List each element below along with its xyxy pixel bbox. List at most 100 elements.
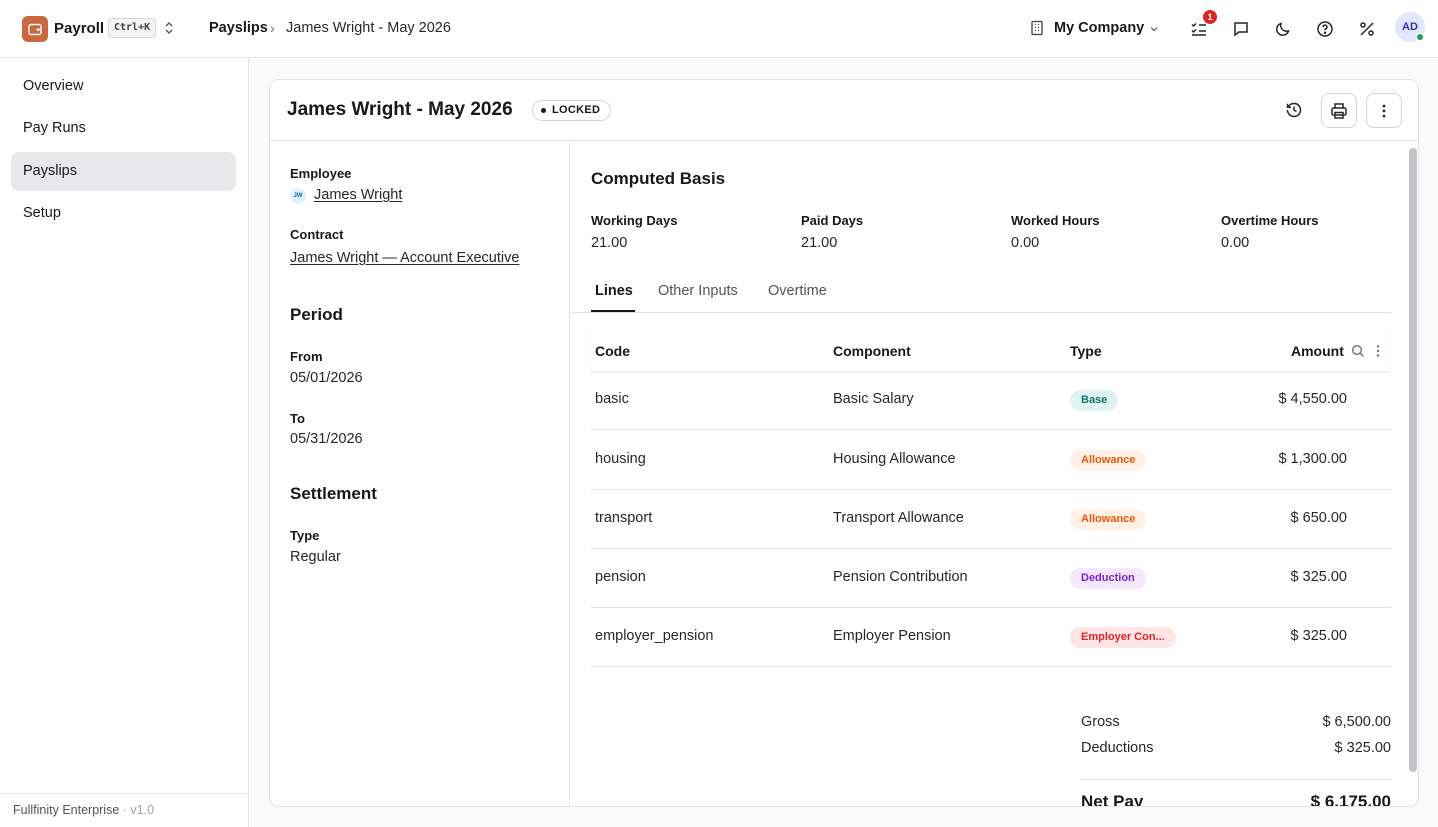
payslip-header: James Wright - May 2026 LOCKED	[270, 80, 1418, 141]
lines-table-header: Code Component Type Amount	[591, 331, 1391, 371]
worked-hours-label: Worked Hours	[1011, 213, 1100, 228]
more-actions-button[interactable]	[1366, 93, 1402, 128]
tab-lines[interactable]: Lines	[595, 283, 633, 299]
contract-link[interactable]: James Wright — Account Executive	[290, 250, 520, 266]
tab-overtime[interactable]: Overtime	[768, 283, 827, 299]
table-row[interactable]: basic Basic Salary Base $ 4,550.00	[591, 371, 1391, 430]
line-component: Pension Contribution	[833, 569, 968, 585]
line-component: Transport Allowance	[833, 510, 964, 526]
payslip-tabs: Lines Other Inputs Overtime	[571, 271, 1391, 313]
employee-link[interactable]: James Wright	[314, 187, 403, 203]
table-row[interactable]: pension Pension Contribution Deduction $…	[591, 549, 1391, 608]
working-days-label: Working Days	[591, 213, 678, 228]
working-days-value: 21.00	[591, 235, 628, 251]
print-button[interactable]	[1321, 93, 1357, 128]
product-name: Fullfinity Enterprise	[13, 803, 120, 817]
overtime-hours-value: 0.00	[1221, 235, 1250, 251]
sidebar-item-pay-runs[interactable]: Pay Runs	[23, 120, 86, 136]
column-component[interactable]: Component	[833, 343, 911, 359]
line-component: Employer Pension	[833, 628, 951, 644]
line-amount: $ 1,300.00	[1278, 451, 1347, 467]
line-type-badge: Employer Con...	[1070, 627, 1176, 648]
building-icon[interactable]	[1030, 20, 1044, 39]
table-row[interactable]: employer_pension Employer Pension Employ…	[591, 608, 1391, 667]
employee-avatar: JW	[290, 188, 306, 204]
line-code: employer_pension	[595, 628, 714, 644]
paid-days-value: 21.00	[801, 235, 838, 251]
company-switcher[interactable]: My Company	[1054, 20, 1145, 36]
tab-other-inputs[interactable]: Other Inputs	[658, 283, 738, 299]
printer-icon	[1331, 102, 1347, 119]
worked-hours-value: 0.00	[1011, 235, 1040, 251]
totals-divider	[1081, 779, 1391, 780]
table-row[interactable]: housing Housing Allowance Allowance $ 1,…	[591, 431, 1391, 490]
column-type[interactable]: Type	[1070, 343, 1102, 359]
payslip-computation: Computed Basis Working Days 21.00 Paid D…	[571, 141, 1418, 807]
line-component: Housing Allowance	[833, 451, 956, 467]
net-pay-label: Net Pay	[1081, 792, 1144, 807]
breadcrumb-current: James Wright - May 2026	[286, 20, 451, 36]
online-status-indicator	[1416, 33, 1424, 41]
column-amount[interactable]: Amount	[1291, 343, 1344, 359]
top-header: Payroll Ctrl+K Payslips › James Wright -…	[0, 0, 1438, 58]
column-menu-icon[interactable]	[1371, 344, 1385, 361]
more-vertical-icon	[1382, 104, 1386, 117]
search-icon[interactable]	[1351, 344, 1365, 361]
line-amount: $ 4,550.00	[1278, 391, 1347, 407]
payslip-title: James Wright - May 2026	[287, 99, 513, 120]
line-code: pension	[595, 569, 646, 585]
chevron-down-icon[interactable]	[1148, 22, 1160, 38]
status-label: LOCKED	[552, 104, 601, 116]
computed-basis-heading: Computed Basis	[591, 169, 726, 188]
column-code[interactable]: Code	[595, 343, 630, 359]
app-name[interactable]: Payroll	[54, 20, 105, 37]
product-version: · v1.0	[119, 803, 155, 817]
sidebar-item-overview[interactable]: Overview	[23, 78, 84, 94]
period-heading: Period	[290, 305, 343, 324]
wallet-icon[interactable]	[22, 16, 48, 42]
line-code: housing	[595, 451, 646, 467]
percent-icon[interactable]	[1357, 19, 1377, 39]
user-avatar[interactable]: AD	[1395, 12, 1425, 42]
sidebar-item-setup[interactable]: Setup	[23, 205, 61, 221]
gross-value: $ 6,500.00	[1322, 714, 1391, 730]
line-type-badge: Allowance	[1070, 450, 1147, 471]
line-type-badge: Base	[1070, 390, 1119, 411]
line-type-badge: Allowance	[1070, 509, 1147, 530]
notification-badge: 1	[1203, 10, 1217, 24]
sidebar: Overview Pay Runs Payslips Setup Fullfin…	[0, 58, 249, 827]
line-code: transport	[595, 510, 653, 526]
to-label: To	[290, 411, 305, 426]
from-value: 05/01/2026	[290, 370, 363, 386]
sidebar-footer: Fullfinity Enterprise · v1.0	[0, 793, 248, 827]
table-row[interactable]: transport Transport Allowance Allowance …	[591, 490, 1391, 549]
status-dot	[541, 108, 546, 113]
deductions-value: $ 325.00	[1334, 740, 1391, 756]
payslip-card: James Wright - May 2026 LOCKED Employee …	[269, 79, 1419, 807]
line-amount: $ 325.00	[1290, 628, 1347, 644]
payslip-details: Employee JW James Wright Contract James …	[270, 141, 570, 806]
line-type-badge: Deduction	[1070, 568, 1146, 589]
net-pay-value: $ 6,175.00	[1310, 792, 1391, 807]
status-badge: LOCKED	[532, 100, 612, 121]
history-icon[interactable]	[1283, 99, 1305, 121]
settlement-heading: Settlement	[290, 484, 377, 503]
paid-days-label: Paid Days	[801, 213, 864, 228]
sidebar-item-payslips[interactable]: Payslips	[11, 152, 236, 191]
type-value: Regular	[290, 549, 341, 565]
employee-label: Employee	[290, 166, 352, 181]
line-component: Basic Salary	[833, 391, 914, 407]
help-icon[interactable]	[1315, 19, 1335, 39]
line-amount: $ 325.00	[1290, 569, 1347, 585]
chevrons-up-down-icon[interactable]	[162, 20, 176, 39]
message-icon[interactable]	[1231, 19, 1251, 39]
active-tab-indicator	[591, 310, 635, 312]
breadcrumb-payslips[interactable]: Payslips	[209, 20, 268, 36]
moon-icon[interactable]	[1273, 19, 1293, 39]
overtime-hours-label: Overtime Hours	[1221, 213, 1319, 228]
checklist-icon[interactable]	[1189, 19, 1209, 39]
deductions-label: Deductions	[1081, 740, 1154, 756]
content-scrollbar[interactable]	[1409, 148, 1417, 772]
contract-label: Contract	[290, 227, 344, 242]
line-code: basic	[595, 391, 629, 407]
